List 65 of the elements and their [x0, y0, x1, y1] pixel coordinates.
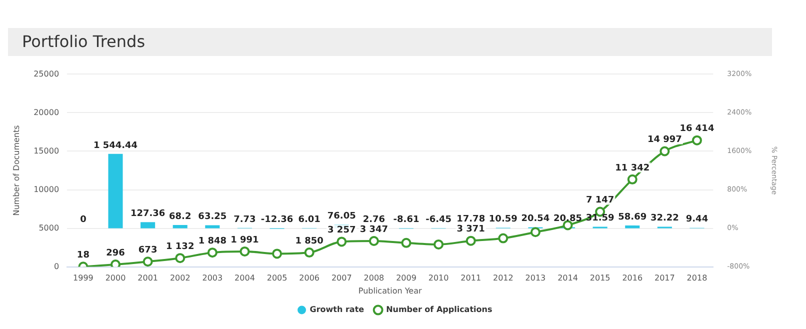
x-tick-label: 2001 — [138, 274, 158, 283]
legend-label: Number of Applications — [386, 305, 492, 314]
data-label: 16 414 — [680, 124, 714, 134]
x-tick-label: 1999 — [73, 274, 94, 283]
data-label: 11 342 — [615, 163, 650, 174]
data-label: 63.25 — [198, 212, 227, 222]
data-label: 68.2 — [169, 212, 192, 222]
data-label: 3 371 — [456, 224, 485, 235]
data-label: 6.01 — [298, 214, 320, 225]
data-label: 1 991 — [230, 235, 259, 246]
x-tick-label: 2013 — [525, 274, 546, 283]
data-label: 0 — [80, 215, 86, 226]
data-label: 32.22 — [650, 214, 679, 224]
data-label: 31.59 — [586, 214, 614, 224]
x-tick-label: 2005 — [266, 274, 288, 283]
data-label: -6.45 — [426, 215, 452, 226]
data-label: 9.44 — [686, 214, 708, 225]
x-tick-label: 2012 — [492, 274, 514, 283]
x-tick-label: 2000 — [105, 274, 126, 283]
data-label: 1 132 — [166, 242, 194, 252]
data-label: 1 544.44 — [93, 140, 138, 151]
y-axis-title: Number of Documents — [12, 125, 21, 216]
data-label: 1 850 — [295, 236, 324, 246]
x-tick-label: 2004 — [234, 274, 255, 283]
data-label: 673 — [138, 245, 158, 256]
y-tick-label: 5000 — [38, 223, 60, 232]
data-label: -8.61 — [393, 215, 420, 226]
x-tick-label: 2002 — [170, 274, 190, 283]
x-tick-label: 2014 — [558, 274, 578, 283]
x-tick-label: 2011 — [460, 274, 482, 283]
y-tick-label: 0 — [54, 262, 60, 271]
x-axis-title: Publication Year — [358, 286, 422, 296]
x-tick-label: 2015 — [590, 274, 610, 283]
data-label: 7 147 — [586, 196, 614, 206]
y-tick-label: 15000 — [34, 146, 60, 156]
data-label: 2.76 — [362, 214, 386, 225]
data-label: 10.59 — [488, 214, 518, 225]
data-label: 296 — [106, 248, 125, 258]
y-tick-label: 10000 — [34, 184, 60, 194]
data-label: 17.78 — [456, 214, 486, 224]
data-label: 20.54 — [521, 214, 550, 224]
data-label: 76.05 — [327, 211, 356, 222]
chart-title: Portfolio Trends — [8, 28, 772, 56]
x-tick-label: 2008 — [364, 274, 384, 283]
x-tick-label: 2007 — [331, 274, 352, 283]
data-label: 14 997 — [647, 135, 682, 146]
data-label: 7.73 — [234, 214, 256, 225]
data-label: 127.36 — [130, 208, 166, 219]
x-tick-label: 2003 — [202, 274, 223, 283]
y-tick-label: 25000 — [34, 69, 60, 78]
data-label: 58.69 — [618, 212, 647, 222]
x-tick-label: 2017 — [654, 274, 675, 283]
legend-label: Growth rate — [310, 305, 365, 314]
data-label: 3 257 — [328, 226, 356, 236]
y-tick-label: 20000 — [34, 108, 60, 117]
data-label: 20.85 — [554, 214, 582, 224]
data-label: 18 — [76, 250, 90, 261]
data-label: 1 848 — [198, 236, 227, 246]
x-tick-label: 2016 — [622, 274, 643, 283]
data-label: -12.36 — [260, 215, 294, 226]
x-tick-label: 2018 — [686, 274, 708, 283]
x-tick-label: 2009 — [396, 274, 416, 283]
x-tick-label: 2006 — [299, 274, 320, 283]
data-label: 3 347 — [360, 224, 388, 235]
x-tick-label: 2010 — [428, 274, 449, 283]
